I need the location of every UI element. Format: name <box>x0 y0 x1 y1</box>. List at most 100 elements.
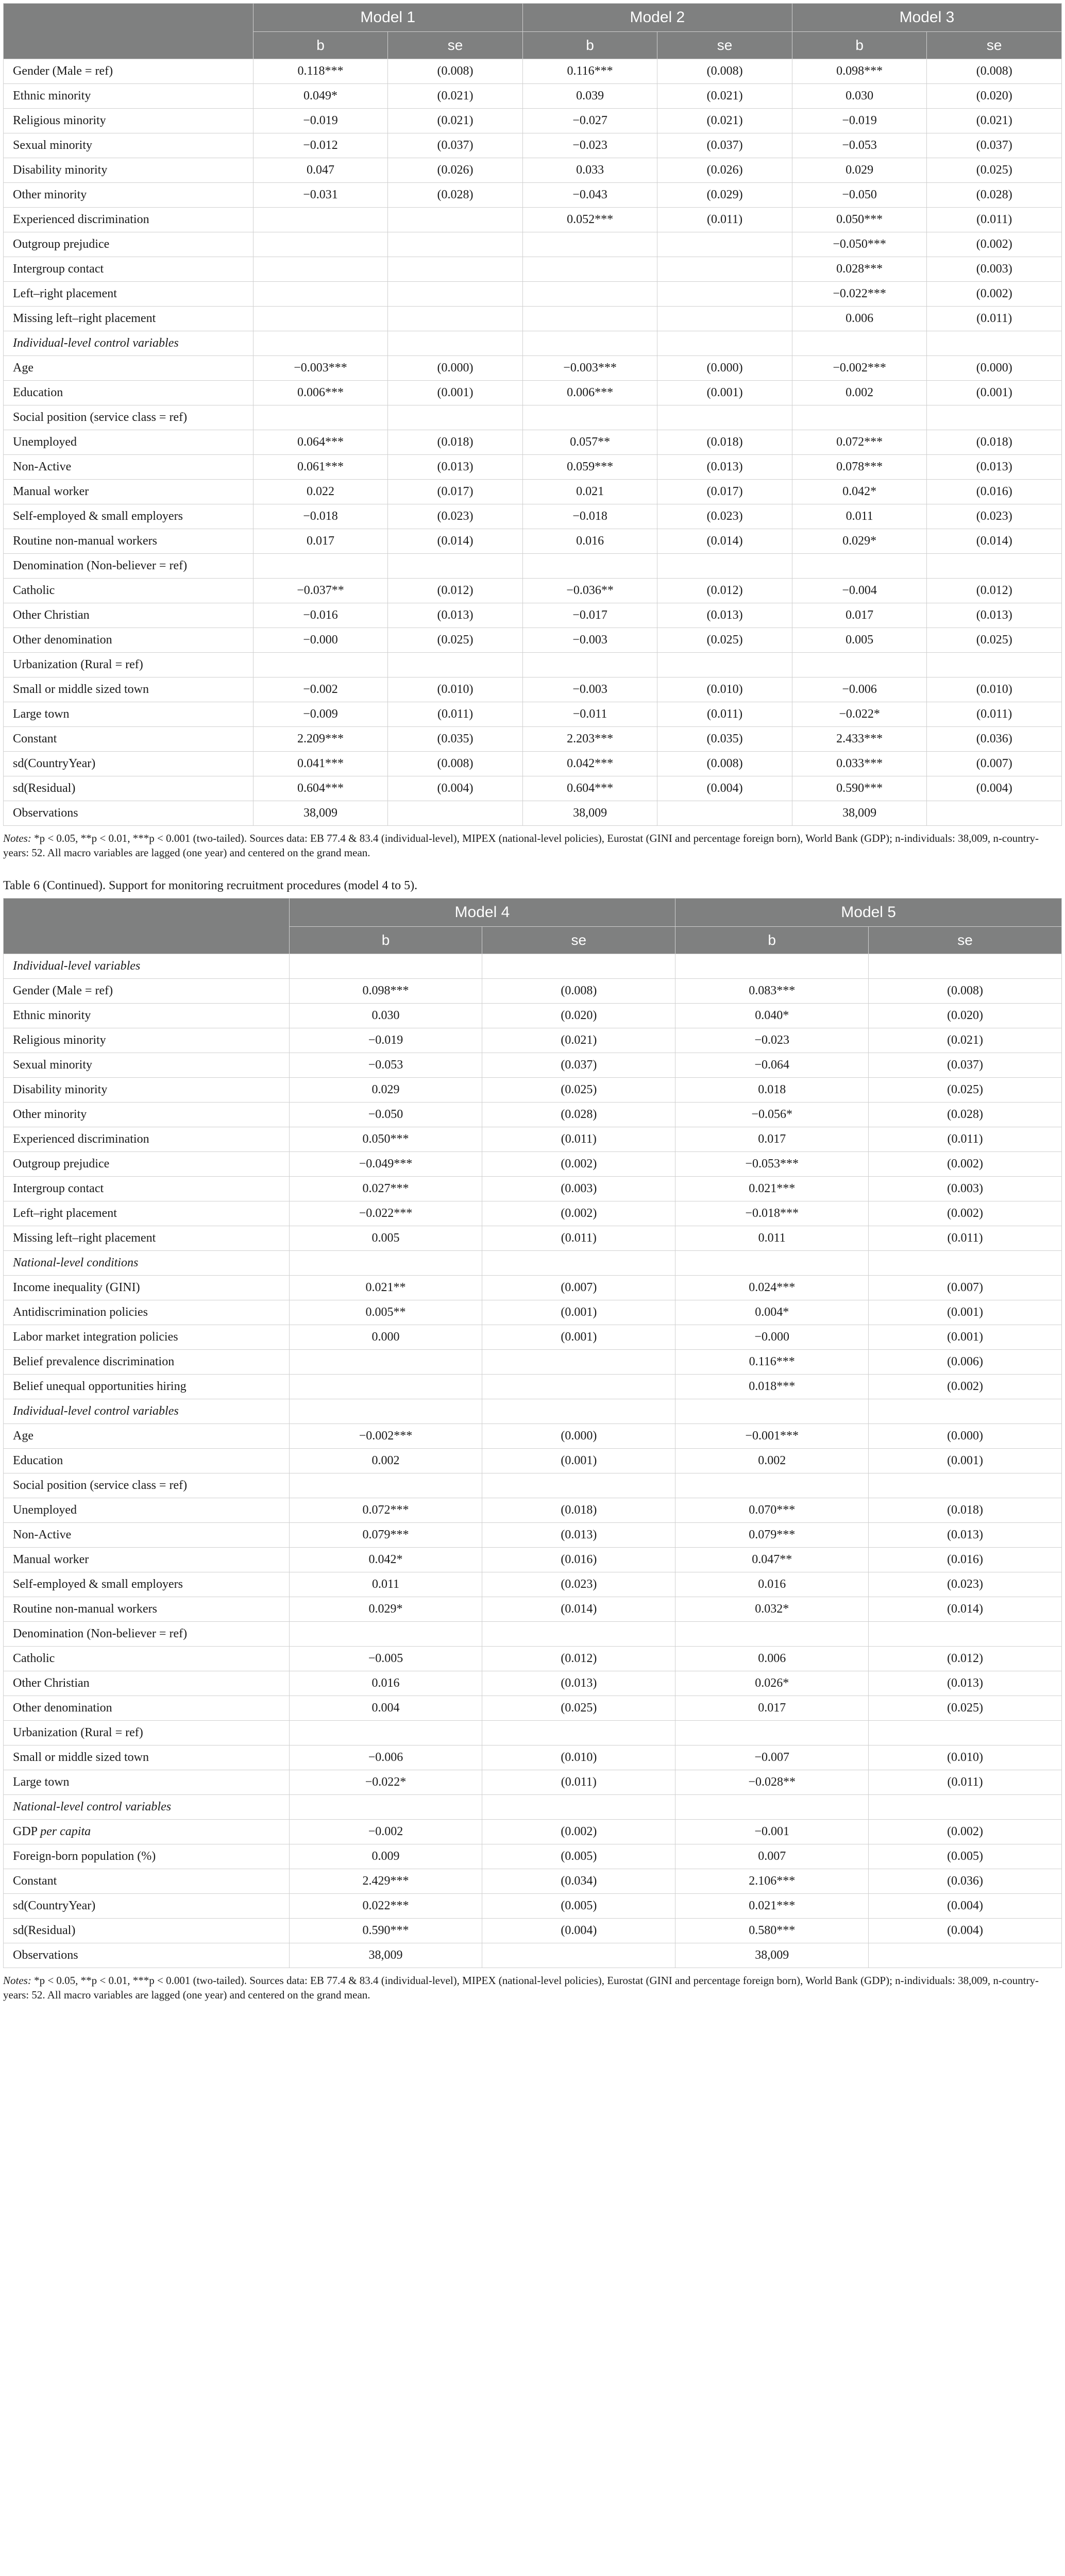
m2-b: −0.018 <box>522 504 657 529</box>
m4-b: 0.098*** <box>289 978 482 1003</box>
m2-se: (0.008) <box>657 752 792 776</box>
m4-se: (0.028) <box>482 1102 675 1127</box>
row-label: Income inequality (GINI) <box>4 1275 290 1300</box>
table-row: Catholic−0.005(0.012)0.006(0.012) <box>4 1646 1062 1671</box>
table-row: Social position (service class = ref) <box>4 1473 1062 1498</box>
m4-b: 0.011 <box>289 1572 482 1597</box>
m2-b: 0.052*** <box>522 208 657 232</box>
m4-b: −0.019 <box>289 1028 482 1053</box>
m3-se: (0.003) <box>927 257 1062 282</box>
m1-b <box>253 257 388 282</box>
m3-se: (0.020) <box>927 84 1062 109</box>
table-row: Labor market integration policies0.000(0… <box>4 1325 1062 1349</box>
m3-b: −0.002*** <box>792 356 927 381</box>
m2-se <box>657 331 792 356</box>
table2-notes: Notes: *p < 0.05, **p < 0.01, ***p < 0.0… <box>3 1973 1062 2003</box>
table-row: Individual-level control variables <box>4 331 1062 356</box>
row-label: Sexual minority <box>4 1053 290 1077</box>
blank-header <box>4 898 290 954</box>
m1-b: −0.031 <box>253 183 388 208</box>
table-row: Foreign-born population (%)0.009(0.005)0… <box>4 1844 1062 1869</box>
m3-se <box>927 405 1062 430</box>
m4-b: 0.029* <box>289 1597 482 1621</box>
m1-se: (0.021) <box>388 84 523 109</box>
table-row: Left–right placement−0.022***(0.002)−0.0… <box>4 1201 1062 1226</box>
m1-se: (0.025) <box>388 628 523 653</box>
m2-se: (0.010) <box>657 677 792 702</box>
row-label: Age <box>4 356 253 381</box>
row-label: Observations <box>4 1943 290 1968</box>
m2-se: (0.026) <box>657 158 792 183</box>
row-label: Disability minority <box>4 158 253 183</box>
table-row: Urbanization (Rural = ref) <box>4 653 1062 677</box>
m1-se: (0.010) <box>388 677 523 702</box>
m4-b <box>289 1349 482 1374</box>
row-label: Other minority <box>4 1102 290 1127</box>
m5-b <box>675 1794 869 1819</box>
m1-se <box>388 331 523 356</box>
m2-se: (0.037) <box>657 133 792 158</box>
table-row: Missing left–right placement0.005(0.011)… <box>4 1226 1062 1250</box>
table-row: Age−0.002***(0.000)−0.001***(0.000) <box>4 1423 1062 1448</box>
m1-b: −0.002 <box>253 677 388 702</box>
row-label: Constant <box>4 727 253 752</box>
m1-b: 2.209*** <box>253 727 388 752</box>
row-label: Self-employed & small employers <box>4 1572 290 1597</box>
m5-se: (0.025) <box>869 1696 1062 1720</box>
m5-se: (0.011) <box>869 1226 1062 1250</box>
notes-text: *p < 0.05, **p < 0.01, ***p < 0.001 (two… <box>3 1974 1039 2001</box>
b-header: b <box>289 926 482 954</box>
table-row: Constant2.209***(0.035)2.203***(0.035)2.… <box>4 727 1062 752</box>
m5-se: (0.023) <box>869 1572 1062 1597</box>
m2-b: 0.016 <box>522 529 657 554</box>
m3-se: (0.007) <box>927 752 1062 776</box>
m4-b: 0.004 <box>289 1696 482 1720</box>
table-row: Left–right placement−0.022***(0.002) <box>4 282 1062 307</box>
m1-se <box>388 307 523 331</box>
m1-b: 0.017 <box>253 529 388 554</box>
table-row: National-level conditions <box>4 1250 1062 1275</box>
m1-b: 0.061*** <box>253 455 388 480</box>
m3-b: 0.042* <box>792 480 927 504</box>
m3-se <box>927 801 1062 826</box>
m1-b: 0.047 <box>253 158 388 183</box>
m5-b: −0.001 <box>675 1819 869 1844</box>
m1-b: 0.049* <box>253 84 388 109</box>
table-row: Large town−0.022*(0.011)−0.028**(0.011) <box>4 1770 1062 1794</box>
m2-b: −0.011 <box>522 702 657 727</box>
m1-b: 0.022 <box>253 480 388 504</box>
m5-se <box>869 954 1062 978</box>
m3-b <box>792 554 927 579</box>
table-row: Religious minority−0.019(0.021)−0.027(0.… <box>4 109 1062 133</box>
m4-b: −0.049*** <box>289 1151 482 1176</box>
m4-se: (0.011) <box>482 1127 675 1151</box>
m2-se: (0.012) <box>657 579 792 603</box>
m5-b: −0.018*** <box>675 1201 869 1226</box>
row-label: Missing left–right placement <box>4 307 253 331</box>
m5-se: (0.036) <box>869 1869 1062 1893</box>
m3-b: 2.433*** <box>792 727 927 752</box>
table-row: Non-Active0.061***(0.013)0.059***(0.013)… <box>4 455 1062 480</box>
m4-b: 0.029 <box>289 1077 482 1102</box>
m3-se: (0.001) <box>927 381 1062 405</box>
m4-b: 0.079*** <box>289 1522 482 1547</box>
table-row: Other Christian0.016(0.013)0.026*(0.013) <box>4 1671 1062 1696</box>
m1-se: (0.026) <box>388 158 523 183</box>
m2-se: (0.001) <box>657 381 792 405</box>
m4-se <box>482 1374 675 1399</box>
m3-se: (0.023) <box>927 504 1062 529</box>
m5-se: (0.013) <box>869 1522 1062 1547</box>
m4-se: (0.016) <box>482 1547 675 1572</box>
m3-se: (0.011) <box>927 307 1062 331</box>
m5-se: (0.000) <box>869 1423 1062 1448</box>
m5-b: 0.040* <box>675 1003 869 1028</box>
row-label: Foreign-born population (%) <box>4 1844 290 1869</box>
m3-se: (0.011) <box>927 702 1062 727</box>
table-row: Observations38,00938,009 <box>4 1943 1062 1968</box>
m2-b <box>522 405 657 430</box>
row-label: Urbanization (Rural = ref) <box>4 653 253 677</box>
m2-b: −0.036** <box>522 579 657 603</box>
m1-b: −0.018 <box>253 504 388 529</box>
m2-se: (0.011) <box>657 208 792 232</box>
m3-b: −0.022* <box>792 702 927 727</box>
